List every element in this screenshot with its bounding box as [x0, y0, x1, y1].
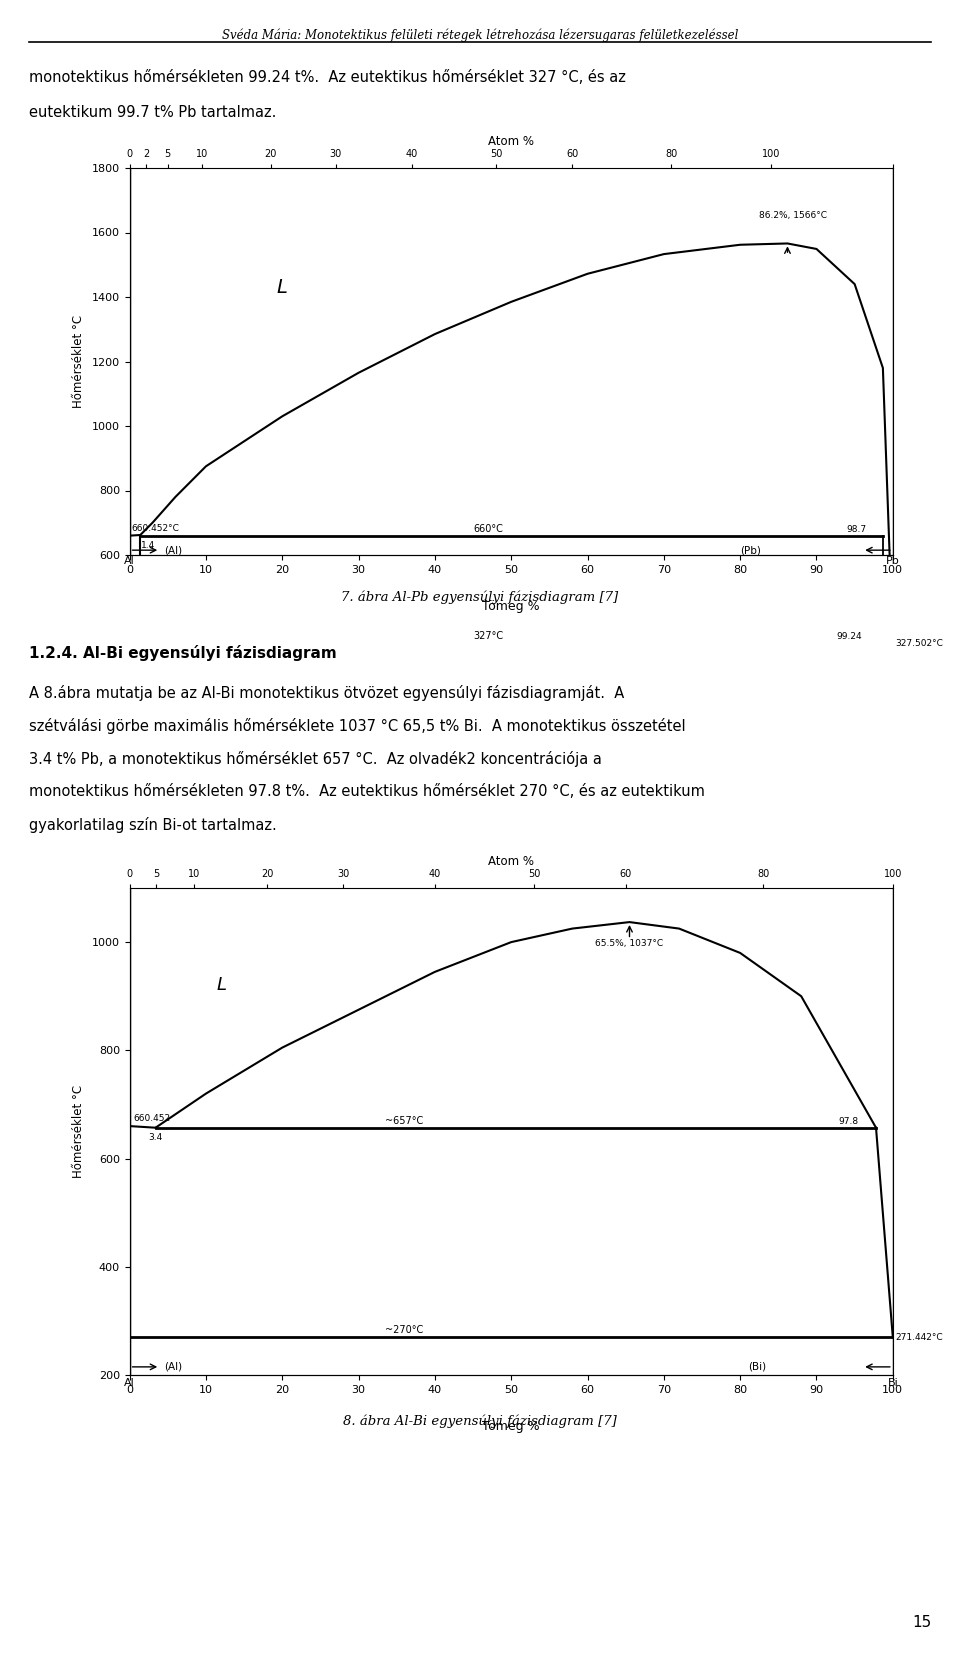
Text: 65.5%, 1037°C: 65.5%, 1037°C: [595, 939, 663, 949]
X-axis label: Tömeg %: Tömeg %: [482, 600, 540, 613]
Text: 97.8: 97.8: [838, 1117, 858, 1126]
Text: 1.2.4. Al-Bi egyensúlyi fázisdiagram: 1.2.4. Al-Bi egyensúlyi fázisdiagram: [29, 645, 337, 661]
Text: Al: Al: [124, 557, 135, 567]
Text: 3.4 t% Pb, a monotektikus hőmérséklet 657 °C.  Az olvadék2 koncentrációja a: 3.4 t% Pb, a monotektikus hőmérséklet 65…: [29, 750, 602, 767]
Text: 15: 15: [912, 1615, 931, 1630]
Y-axis label: Hőmérséklet °C: Hőmérséklet °C: [72, 1084, 84, 1179]
Text: Svéda Mária: Monotektikus felületi rétegek létrehozása lézersugaras felületkezel: Svéda Mária: Monotektikus felületi réteg…: [222, 28, 738, 41]
Text: (Pb): (Pb): [740, 545, 761, 555]
Text: gyakorlatilag szín Bi-ot tartalmaz.: gyakorlatilag szín Bi-ot tartalmaz.: [29, 817, 276, 833]
Text: 3.4: 3.4: [149, 1132, 163, 1142]
Text: szétválási görbe maximális hőmérséklete 1037 °C 65,5 t% Bi.  A monotektikus össz: szétválási görbe maximális hőmérséklete …: [29, 717, 685, 734]
Text: 98.7: 98.7: [846, 524, 866, 534]
X-axis label: Atom %: Atom %: [489, 136, 534, 147]
Text: ~657°C: ~657°C: [385, 1116, 423, 1126]
Text: 327°C: 327°C: [473, 631, 503, 641]
Text: 99.24: 99.24: [837, 631, 862, 641]
Text: 7. ábra Al-Pb egyensúlyi fázisdiagram [7]: 7. ábra Al-Pb egyensúlyi fázisdiagram [7…: [342, 590, 618, 603]
Text: 660.452: 660.452: [133, 1114, 171, 1122]
Text: Bi: Bi: [887, 1377, 899, 1389]
Text: (Al): (Al): [164, 1362, 182, 1372]
Text: 86.2%, 1566°C: 86.2%, 1566°C: [759, 210, 828, 220]
Text: (Bi): (Bi): [748, 1362, 766, 1372]
X-axis label: Tömeg %: Tömeg %: [482, 1420, 540, 1433]
X-axis label: Atom %: Atom %: [489, 855, 534, 868]
Text: A 8.ábra mutatja be az Al-Bi monotektikus ötvözet egyensúlyi fázisdiagramját.  A: A 8.ábra mutatja be az Al-Bi monotektiku…: [29, 684, 624, 701]
Text: L: L: [276, 278, 288, 298]
Text: 660°C: 660°C: [473, 524, 503, 534]
Text: ~270°C: ~270°C: [385, 1326, 423, 1336]
Y-axis label: Hőmérséklet °C: Hőmérséklet °C: [72, 316, 84, 408]
Text: monotektikus hőmérsékleten 99.24 t%.  Az eutektikus hőmérséklet 327 °C, és az: monotektikus hőmérsékleten 99.24 t%. Az …: [29, 69, 626, 84]
Text: Pb: Pb: [886, 557, 900, 567]
Text: Al: Al: [124, 1377, 135, 1389]
Text: monotektikus hőmérsékleten 97.8 t%.  Az eutektikus hőmérséklet 270 °C, és az eut: monotektikus hőmérsékleten 97.8 t%. Az e…: [29, 784, 705, 798]
Text: eutektikum 99.7 t% Pb tartalmaz.: eutektikum 99.7 t% Pb tartalmaz.: [29, 106, 276, 121]
Text: (Al): (Al): [164, 545, 182, 555]
Text: 660.452°C: 660.452°C: [132, 524, 179, 532]
Text: 327.502°C: 327.502°C: [895, 638, 943, 648]
Text: 1.4: 1.4: [141, 541, 156, 550]
Text: L: L: [216, 977, 227, 995]
Text: 8. ábra Al-Bi egyensúlyi fázisdiagram [7]: 8. ábra Al-Bi egyensúlyi fázisdiagram [7…: [343, 1415, 617, 1428]
Text: 271.442°C: 271.442°C: [895, 1332, 943, 1342]
